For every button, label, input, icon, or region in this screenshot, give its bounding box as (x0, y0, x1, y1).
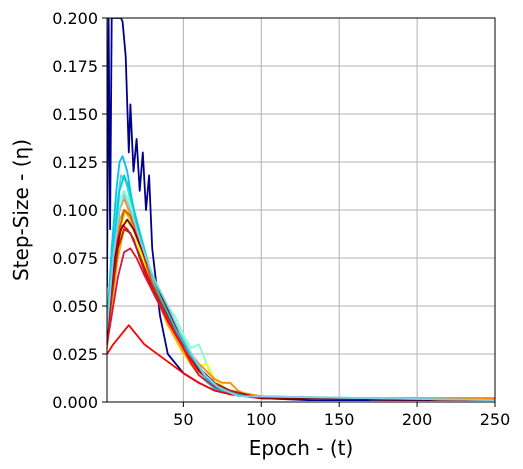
y-tick-label: 0.025 (52, 345, 98, 364)
y-tick-label: 0.075 (52, 249, 98, 268)
y-tick-label: 0.050 (52, 297, 98, 316)
x-tick-label: 150 (324, 410, 355, 429)
y-tick-label: 0.175 (52, 57, 98, 76)
y-axis-ticks: 0.000 0.025 0.050 0.075 0.100 0.125 0.150 0.175… (52, 9, 107, 412)
y-tick-label: 0.150 (52, 105, 98, 124)
x-axis-ticks: 50 100 150 200 250 (173, 402, 510, 429)
x-tick-label: 100 (246, 410, 277, 429)
series-group (107, 18, 495, 402)
y-tick-label: 0.000 (52, 393, 98, 412)
y-tick-label: 0.100 (52, 201, 98, 220)
series-line-13 (107, 228, 495, 402)
x-tick-label: 250 (480, 410, 511, 429)
series-line-14 (107, 324, 495, 402)
x-tick-label: 50 (173, 410, 193, 429)
y-axis-label: Step-Size - (η) (9, 139, 33, 281)
y-tick-label: 0.200 (52, 9, 98, 28)
x-tick-label: 200 (402, 410, 433, 429)
x-axis-label: Epoch - (t) (249, 436, 354, 460)
series-line-17 (107, 193, 495, 402)
series-line-12 (107, 247, 495, 402)
y-tick-label: 0.125 (52, 153, 98, 172)
